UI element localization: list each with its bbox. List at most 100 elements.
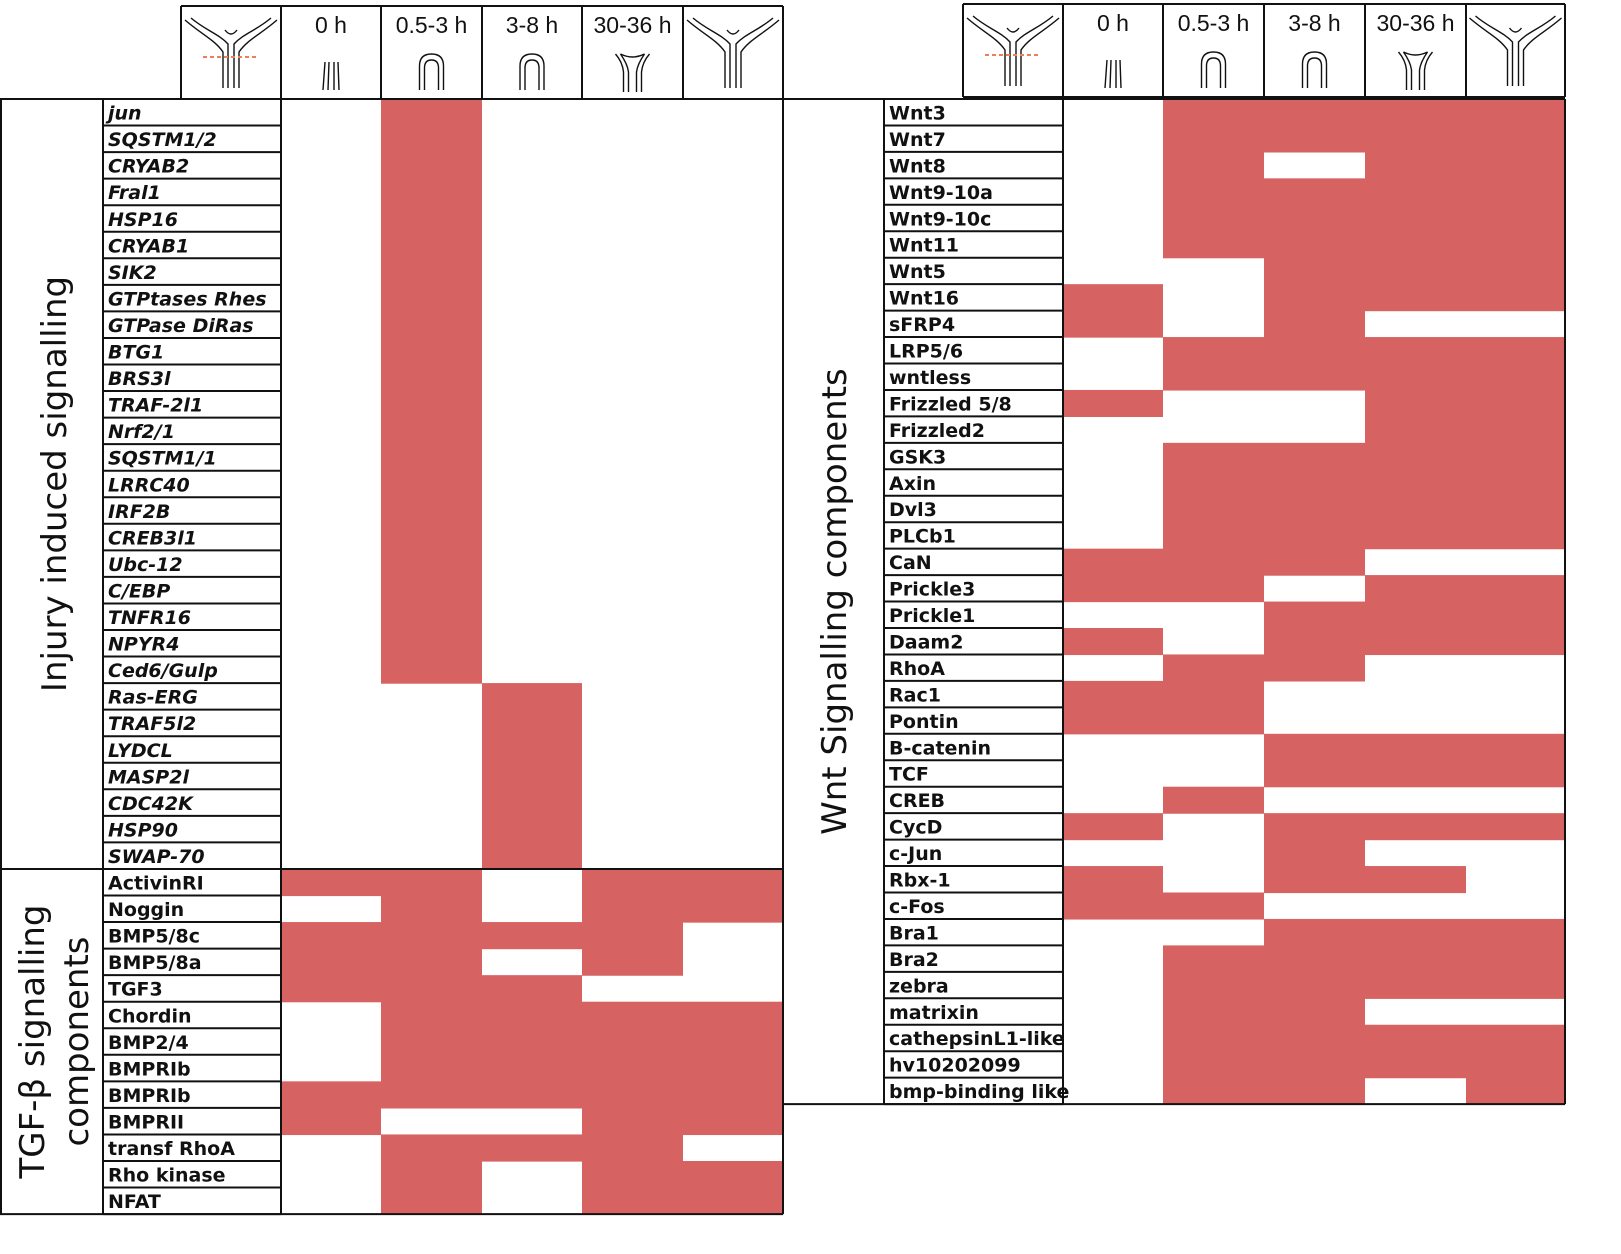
- gene-label: GTPase DiRas: [108, 315, 254, 337]
- hydra-cut-icon: [966, 15, 1060, 86]
- gene-label: BMP5/8a: [108, 952, 202, 974]
- expression-cell: [1063, 284, 1163, 312]
- hydra-cut-icon: [184, 17, 278, 88]
- expression-cell: [1063, 813, 1163, 841]
- gene-label: TCF: [889, 764, 929, 786]
- expression-cell: [1264, 866, 1466, 894]
- gene-label: Chordin: [108, 1005, 192, 1027]
- expression-cell: [381, 99, 482, 127]
- gene-label: CycD: [889, 817, 942, 839]
- right-expression-cells: [1063, 99, 1565, 1105]
- gene-label: BMPRIb: [108, 1058, 191, 1080]
- expression-cell: [381, 1161, 482, 1189]
- expression-cell: [1264, 918, 1565, 946]
- gene-label: MASP2l: [108, 766, 189, 788]
- expression-cell: [281, 1081, 783, 1109]
- expression-cell: [482, 842, 582, 870]
- gene-label: PLCb1: [889, 526, 956, 548]
- expression-cell: [381, 1028, 783, 1056]
- regenerated-hydra-icon: [686, 17, 780, 88]
- gene-label: bmp-binding like: [889, 1081, 1069, 1103]
- expression-cell: [1264, 839, 1365, 867]
- section-title-wnt: Wnt Signalling components: [815, 368, 855, 835]
- gene-label: CDC42K: [108, 793, 194, 815]
- left-grid-lines: [0, 98, 784, 1216]
- gene-label: sFRP4: [889, 314, 955, 336]
- expression-cell: [281, 1107, 381, 1136]
- expression-cell: [582, 868, 783, 897]
- gene-label: CREB: [889, 790, 945, 812]
- gene-label: jun: [105, 103, 142, 125]
- gene-label: LYDCL: [108, 740, 173, 762]
- expression-cell: [381, 603, 482, 631]
- expression-cell: [1264, 284, 1565, 312]
- expression-cell: [482, 789, 582, 817]
- gene-label: c-Jun: [889, 843, 942, 865]
- time-label: 0.5-3 h: [1178, 10, 1250, 36]
- gene-label: TNFR16: [108, 607, 191, 629]
- expression-cell: [1163, 151, 1264, 179]
- expression-cell: [381, 1134, 683, 1162]
- expression-cell: [1163, 442, 1565, 470]
- expression-cell: [1063, 707, 1264, 735]
- expression-cell: [1063, 548, 1365, 576]
- expression-cell: [381, 523, 482, 551]
- gene-label: Wnt7: [889, 129, 946, 151]
- expression-cell: [482, 683, 582, 711]
- time-label: 3-8 h: [506, 12, 558, 38]
- gene-label: BTG1: [108, 342, 164, 364]
- expression-cell: [1264, 813, 1565, 841]
- expression-cell: [1063, 866, 1163, 894]
- expression-cell: [381, 470, 482, 498]
- expression-cell: [381, 417, 482, 445]
- left-time-header: 0 h 0.5-3 h 3-8 h 30-36 h: [180, 5, 784, 100]
- gene-label: Wnt5: [889, 261, 946, 283]
- gene-label: TRAF5l2: [108, 713, 196, 735]
- tip-regrowth-icon: [519, 53, 545, 90]
- expression-cell: [381, 895, 482, 923]
- expression-cell: [381, 205, 482, 233]
- gene-label: SQSTM1/2: [108, 129, 217, 151]
- gene-label: hv10202099: [889, 1055, 1021, 1077]
- expression-cell: [1063, 892, 1264, 920]
- expression-cell: [1063, 389, 1163, 417]
- expression-cell: [1264, 760, 1565, 788]
- gene-label: Bra2: [889, 949, 939, 971]
- expression-cell: [381, 311, 482, 339]
- gene-label: SIK2: [108, 262, 157, 284]
- expression-cell: [1163, 469, 1565, 497]
- gene-label: C/EBP: [108, 580, 170, 602]
- section-title-injury: Injury induced signalling: [35, 276, 75, 692]
- gene-label: BMP2/4: [108, 1032, 189, 1054]
- gene-label: Rho kinase: [108, 1165, 226, 1187]
- expression-cell: [1163, 971, 1565, 999]
- time-label: 0 h: [1097, 10, 1129, 36]
- healing-tip-icon: [1200, 51, 1227, 88]
- expression-cell: [381, 391, 482, 419]
- gene-label: Bra1: [889, 922, 939, 944]
- expression-cell: [381, 656, 482, 684]
- gene-label: Noggin: [108, 899, 184, 921]
- section-titles: Injury induced signalling TGF-β signallin…: [13, 276, 855, 1180]
- gene-label: GSK3: [889, 446, 946, 468]
- gene-label: BRS3l: [108, 368, 171, 390]
- tip-regrowth-icon: [1301, 51, 1328, 88]
- gene-label: Daam2: [889, 631, 963, 653]
- expression-cell: [381, 1187, 482, 1215]
- gene-label: Wnt3: [889, 102, 946, 124]
- gene-label: ActivinRI: [108, 873, 204, 895]
- expression-cell: [1163, 99, 1565, 127]
- gene-label: matrixin: [889, 1002, 979, 1024]
- expression-cell: [1163, 495, 1565, 523]
- gene-label: Frizzled2: [889, 420, 985, 442]
- expression-cell: [381, 284, 482, 312]
- gene-label: Wnt8: [889, 155, 946, 177]
- expression-cell: [381, 178, 482, 206]
- gene-label: transf RhoA: [108, 1138, 235, 1160]
- expression-cell: [381, 1001, 783, 1029]
- expression-cell: [1163, 786, 1264, 814]
- expression-cell: [1264, 310, 1365, 338]
- gene-label: Wnt11: [889, 235, 959, 257]
- expression-cell: [381, 576, 482, 605]
